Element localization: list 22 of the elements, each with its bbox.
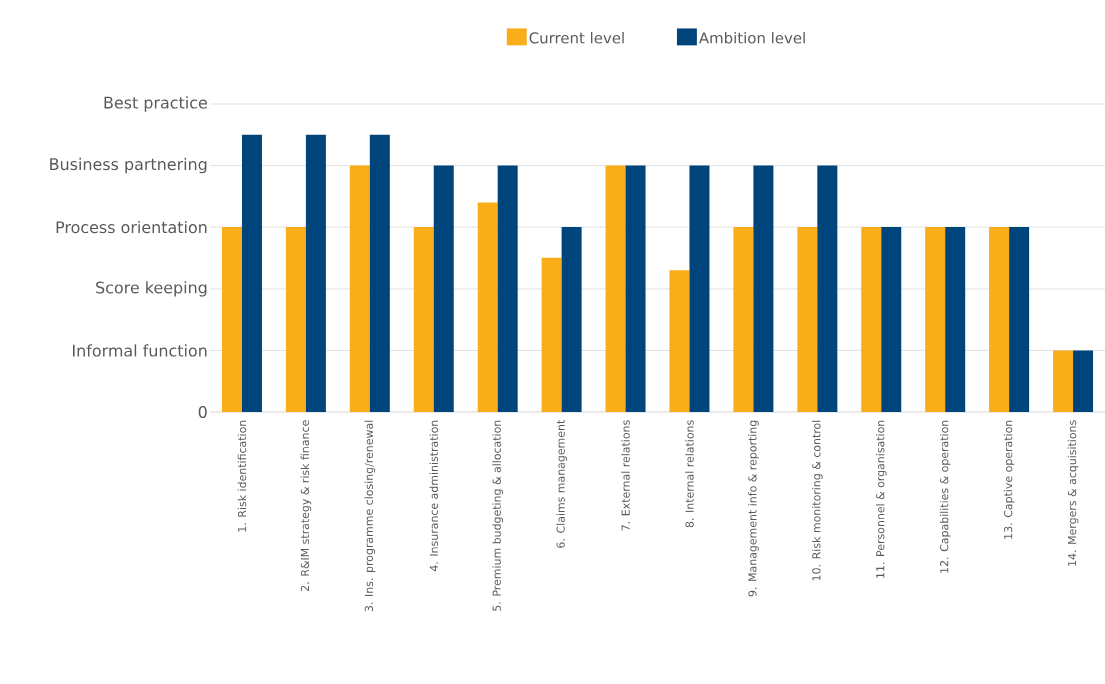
ref-line-label: Informal function	[73, 344, 207, 357]
x-tick-label: 10. Risk monitoring & control	[812, 420, 823, 581]
legend-label: Current level	[529, 31, 624, 44]
x-tick-label: 5. Premium budgeting & allocation	[492, 420, 503, 611]
ref-line-label: Best practice	[104, 96, 207, 112]
x-tick-label: 12. Capabilities & operation	[939, 420, 951, 573]
x-tick-label: 6. Claims management	[556, 420, 567, 548]
x-tick-label: 4. Insurance administration	[429, 420, 438, 572]
x-tick-label: 14. Mergers & acquisitions	[1067, 420, 1079, 566]
ref-line-label: Process orientation	[56, 220, 207, 234]
x-tick-label: 13. Captive operation	[1003, 420, 1015, 539]
x-tick-label: 1. Risk identification	[237, 420, 247, 532]
x-tick-label: 9. Management info & reporting	[748, 420, 759, 597]
x-tick-label: 11. Personnel & organisation	[875, 420, 887, 578]
ref-line-label: 0	[198, 405, 207, 419]
legend-label: Ambition level	[698, 31, 805, 44]
ref-line-label: Business partnering	[50, 157, 207, 174]
ref-line-label: Score keeping	[96, 281, 207, 297]
x-tick-label: 7. External relations	[621, 420, 630, 531]
x-tick-label: 2. R&IM strategy & risk finance	[300, 420, 312, 591]
x-tick-label: 3. Ins. programme closing/renewal	[364, 420, 376, 612]
x-tick-label: 8. Internal relations	[685, 420, 694, 528]
